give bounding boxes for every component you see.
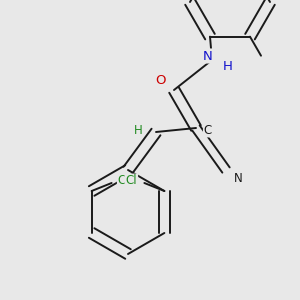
Text: N: N (234, 172, 242, 185)
Text: Cl: Cl (118, 175, 129, 188)
Text: O: O (155, 74, 165, 86)
Text: Cl: Cl (126, 175, 137, 188)
Text: N: N (203, 50, 213, 62)
Text: C: C (204, 124, 212, 136)
Text: H: H (223, 59, 233, 73)
Text: H: H (134, 124, 142, 136)
